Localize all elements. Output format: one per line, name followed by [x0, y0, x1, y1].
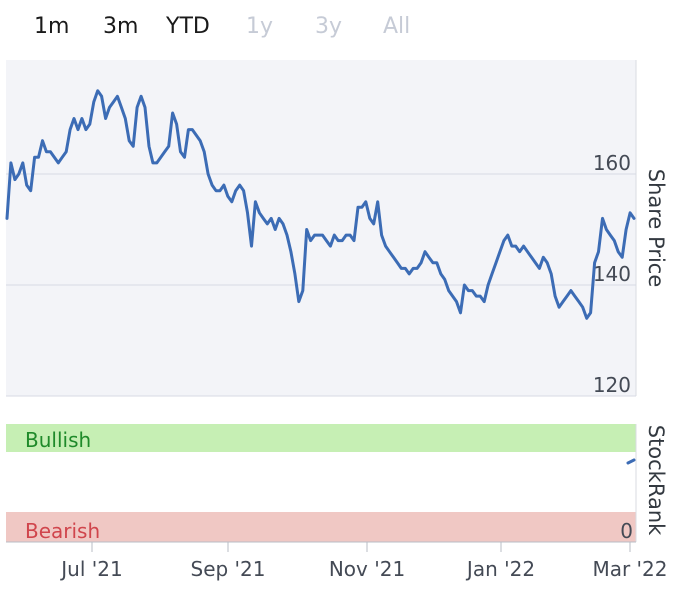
bearish-band	[6, 512, 636, 542]
stockrank-axis-title: StockRank	[644, 425, 668, 536]
price-gridlines	[6, 173, 636, 397]
price-tick-label-160: 160	[593, 151, 631, 175]
stockrank-line-stub	[626, 458, 636, 465]
x-tick-label: Jul '21	[59, 557, 122, 581]
x-tick-label: Sep '21	[191, 557, 266, 581]
stockrank-tick-0: 0	[620, 519, 633, 543]
range-tab-1m[interactable]: 1m	[34, 14, 70, 39]
price-y-axis-title: Share Price	[644, 169, 668, 288]
range-tab-3y[interactable]: 3y	[315, 14, 343, 39]
price-tick-label-120: 120	[593, 373, 631, 397]
bullish-band	[6, 424, 636, 452]
range-tab-1y[interactable]: 1y	[246, 14, 274, 39]
bullish-label: Bullish	[25, 428, 91, 452]
price-y-tick-labels: 120 140 160	[593, 151, 631, 397]
price-plot-area	[6, 60, 636, 396]
range-tab-all[interactable]: All	[383, 14, 411, 39]
price-tick-label-140: 140	[593, 262, 631, 286]
bearish-label: Bearish	[25, 519, 100, 543]
x-tick-label: Mar '22	[592, 557, 667, 581]
x-axis-ticks: Jul '21 Sep '21 Nov '21 Jan '22 Mar '22	[59, 542, 668, 581]
range-tab-ytd[interactable]: YTD	[166, 14, 210, 39]
share-price-line	[5, 89, 636, 320]
x-tick-label: Nov '21	[329, 557, 405, 581]
stockrank-mid-area	[6, 452, 636, 512]
x-tick-label: Jan '22	[465, 557, 535, 581]
range-tab-3m[interactable]: 3m	[103, 14, 139, 39]
